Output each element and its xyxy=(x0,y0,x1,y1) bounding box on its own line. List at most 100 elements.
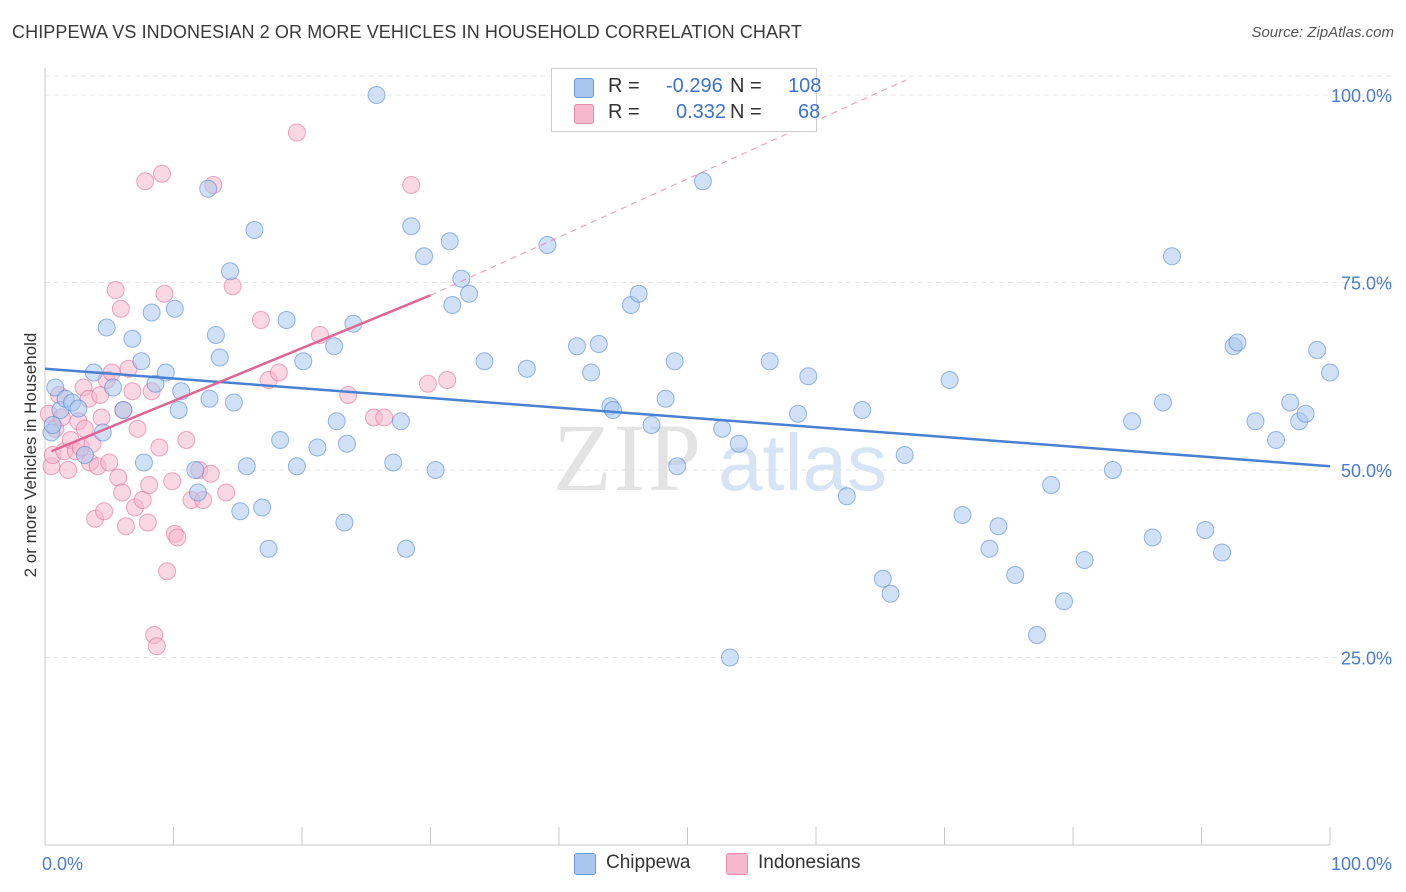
indonesians-point xyxy=(100,453,119,472)
indonesians-point xyxy=(111,299,130,318)
chippewa-point xyxy=(206,326,225,344)
chippewa-point xyxy=(895,446,914,464)
indonesians-point xyxy=(128,419,147,438)
indonesians-point xyxy=(147,637,166,656)
chippewa-point xyxy=(881,584,900,603)
indonesians-point xyxy=(92,408,111,427)
chippewa-point xyxy=(200,389,219,408)
chippewa-point xyxy=(567,337,586,356)
chippewa-point xyxy=(43,416,62,434)
chippewa-swatch xyxy=(574,853,596,875)
chippewa-point xyxy=(729,434,748,453)
watermark: ZIP atlas xyxy=(553,404,887,511)
indonesians-point xyxy=(59,461,78,479)
indonesians-point xyxy=(123,382,142,401)
x-tick-label: 0.0% xyxy=(42,854,83,874)
indonesians-point xyxy=(287,123,306,142)
chippewa-point xyxy=(1103,461,1122,479)
r-label: R = xyxy=(608,101,640,123)
chippewa-point xyxy=(668,457,687,476)
indonesians-point xyxy=(418,374,437,393)
chippewa-point xyxy=(271,431,290,449)
chippewa-point xyxy=(1308,341,1327,359)
chippewa-point xyxy=(853,401,872,419)
y-tick-label: 75.0% xyxy=(1341,274,1392,294)
x-tick-label: 100.0% xyxy=(1331,854,1392,874)
chippewa-point xyxy=(384,453,403,472)
chippewa-point xyxy=(1196,521,1215,539)
chippewa-point xyxy=(1281,393,1300,412)
chippewa-point xyxy=(1055,592,1074,611)
chippewa-point xyxy=(693,172,712,191)
chippewa-point xyxy=(589,335,608,353)
n-value: 108 xyxy=(788,75,822,97)
chippewa-point xyxy=(452,269,471,288)
chippewa-point xyxy=(245,221,264,239)
r-value: -0.296 xyxy=(666,75,723,97)
indonesians-point xyxy=(402,176,421,194)
indonesians-point xyxy=(116,517,135,536)
chippewa-point xyxy=(426,461,445,479)
chippewa-point xyxy=(391,412,410,431)
trend-lines xyxy=(44,79,1331,468)
chippewa-point xyxy=(656,389,675,408)
indonesians-point xyxy=(251,311,270,329)
chippewa-point xyxy=(713,419,732,438)
chippewa-point xyxy=(873,569,892,588)
chippewa-point xyxy=(1153,393,1172,412)
chippewa-point xyxy=(980,539,999,558)
chippewa-point xyxy=(1246,412,1265,431)
chippewa-point xyxy=(75,446,94,464)
chart-title: CHIPPEWA VS INDONESIAN 2 OR MORE VEHICLE… xyxy=(12,22,803,42)
indonesians-trend-line xyxy=(50,294,431,453)
chippewa-point xyxy=(603,401,622,419)
chippewa-point xyxy=(199,179,218,198)
chippewa-point xyxy=(720,648,739,667)
chippewa-point xyxy=(259,539,278,558)
grid-lines xyxy=(45,75,1392,658)
indonesians-point xyxy=(140,476,159,494)
indonesians-point xyxy=(150,438,169,457)
chippewa-point xyxy=(287,457,306,476)
indonesians-point xyxy=(163,472,182,491)
indonesians-point xyxy=(158,562,177,581)
indonesians-point xyxy=(152,164,171,183)
chippewa-point xyxy=(629,284,648,303)
chippewa-point xyxy=(188,483,207,502)
chippewa-point xyxy=(1028,626,1047,644)
chippewa-point xyxy=(642,416,661,434)
chippewa-point xyxy=(940,371,959,389)
indonesians-point xyxy=(217,483,236,502)
chippewa-trend-line xyxy=(44,367,1331,468)
indonesians-point xyxy=(106,281,125,299)
chippewa-swatch xyxy=(574,78,594,98)
chippewa-point xyxy=(1267,431,1286,449)
chippewa-point xyxy=(665,352,684,371)
n-label: N = xyxy=(730,101,762,123)
correlation-legend: R = -0.296 N = 108 R = 0.332 N = 68 xyxy=(551,68,821,132)
indonesians-point xyxy=(201,464,220,483)
indonesians-point xyxy=(168,528,187,547)
chippewa-point xyxy=(165,299,184,318)
chippewa-point xyxy=(1213,543,1232,562)
chippewa-point xyxy=(134,453,153,472)
indonesians-point xyxy=(136,172,155,191)
chippewa-point xyxy=(327,412,346,431)
chippewa-point xyxy=(224,393,243,412)
indonesians-point xyxy=(138,513,157,532)
chippewa-point xyxy=(953,506,972,524)
watermark-atlas: atlas xyxy=(718,418,887,507)
chippewa-point xyxy=(415,247,434,266)
chippewa-point xyxy=(837,487,856,506)
y-axis-title: 2 or more Vehicles in Household xyxy=(21,333,40,578)
chippewa-point xyxy=(460,284,479,303)
chippewa-point xyxy=(277,311,296,329)
chippewa-point xyxy=(146,374,165,393)
chippewa-point xyxy=(169,401,188,419)
chippewa-point xyxy=(123,329,142,348)
n-label: N = xyxy=(730,75,762,97)
chippewa-point xyxy=(1042,476,1061,494)
indonesians-swatch xyxy=(574,104,594,124)
y-tick-label: 50.0% xyxy=(1341,461,1392,481)
chippewa-point xyxy=(132,352,151,371)
